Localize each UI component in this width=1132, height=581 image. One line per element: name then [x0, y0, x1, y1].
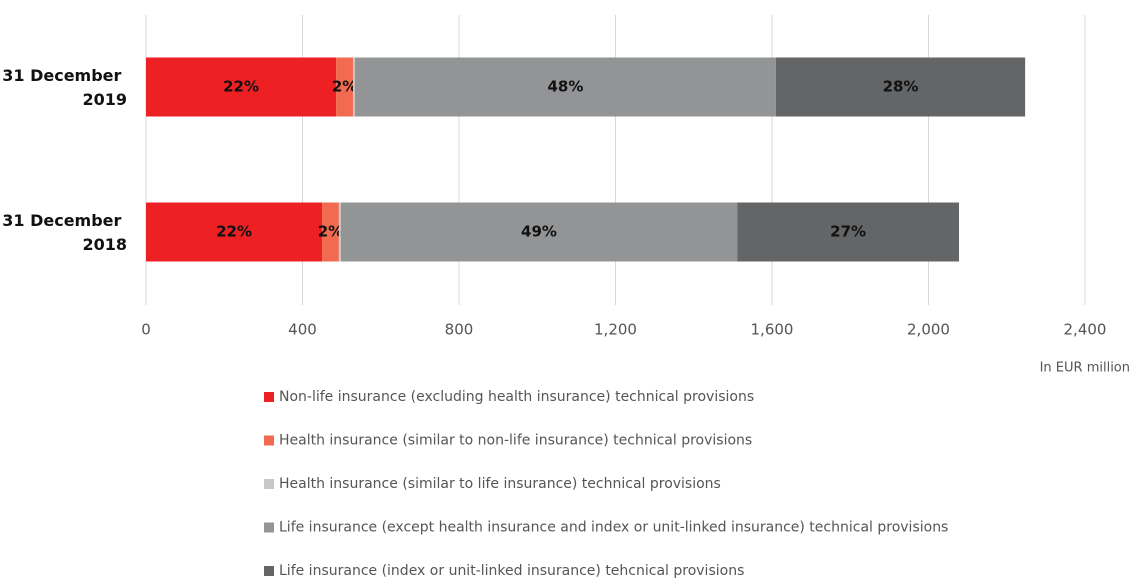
x-tick-label: 1,600: [751, 321, 794, 339]
value-label: 49%: [521, 223, 557, 241]
value-label: 48%: [547, 78, 583, 96]
x-tick-label: 1,200: [594, 321, 637, 339]
category-line: 31 December: [2, 211, 127, 230]
bar-segment: [338, 202, 341, 262]
value-label: 2%: [318, 223, 343, 241]
value-label: 28%: [883, 78, 919, 96]
x-tick-label: 400: [288, 321, 317, 339]
legend-label: Non-life insurance (excluding health ins…: [279, 389, 754, 405]
category-line: 31 December: [2, 66, 127, 85]
value-label: 2%: [332, 78, 357, 96]
bar-segment: [322, 202, 339, 262]
bar-segment: [340, 202, 738, 262]
value-label: 22%: [223, 78, 259, 96]
legend-label: Health insurance (similar to non-life in…: [279, 433, 752, 449]
legend-swatch: [264, 566, 274, 576]
category-line: 2019: [82, 90, 127, 109]
legend-swatch: [264, 392, 274, 402]
legend-label: Life insurance (except health insurance …: [279, 520, 948, 536]
x-tick-label: 2,000: [907, 321, 950, 339]
bar-segment: [737, 202, 960, 262]
x-tick-label: 0: [141, 321, 151, 339]
category-line: 2018: [82, 235, 127, 254]
bar-segment: [146, 202, 323, 262]
value-label: 27%: [830, 223, 866, 241]
x-tick-label: 800: [445, 321, 474, 339]
category-label: 31 December 2018: [2, 211, 127, 254]
x-axis-label: In EUR million: [1040, 361, 1130, 376]
legend-swatch: [264, 522, 274, 533]
legend-swatch: [264, 479, 274, 489]
legend-label: Health insurance (similar to life insura…: [279, 476, 721, 492]
bar-segment: [352, 57, 355, 117]
legend-label: Life insurance (index or unit-linked ins…: [279, 563, 744, 579]
bar-segment: [354, 57, 776, 117]
bar-segment: [775, 57, 1026, 117]
legend-swatch: [264, 435, 274, 446]
bar-segment: [146, 57, 337, 117]
x-tick-label: 2,400: [1064, 321, 1107, 339]
category-label: 31 December 2019: [2, 66, 127, 109]
bar-segment: [336, 57, 353, 117]
value-label: 22%: [216, 223, 252, 241]
